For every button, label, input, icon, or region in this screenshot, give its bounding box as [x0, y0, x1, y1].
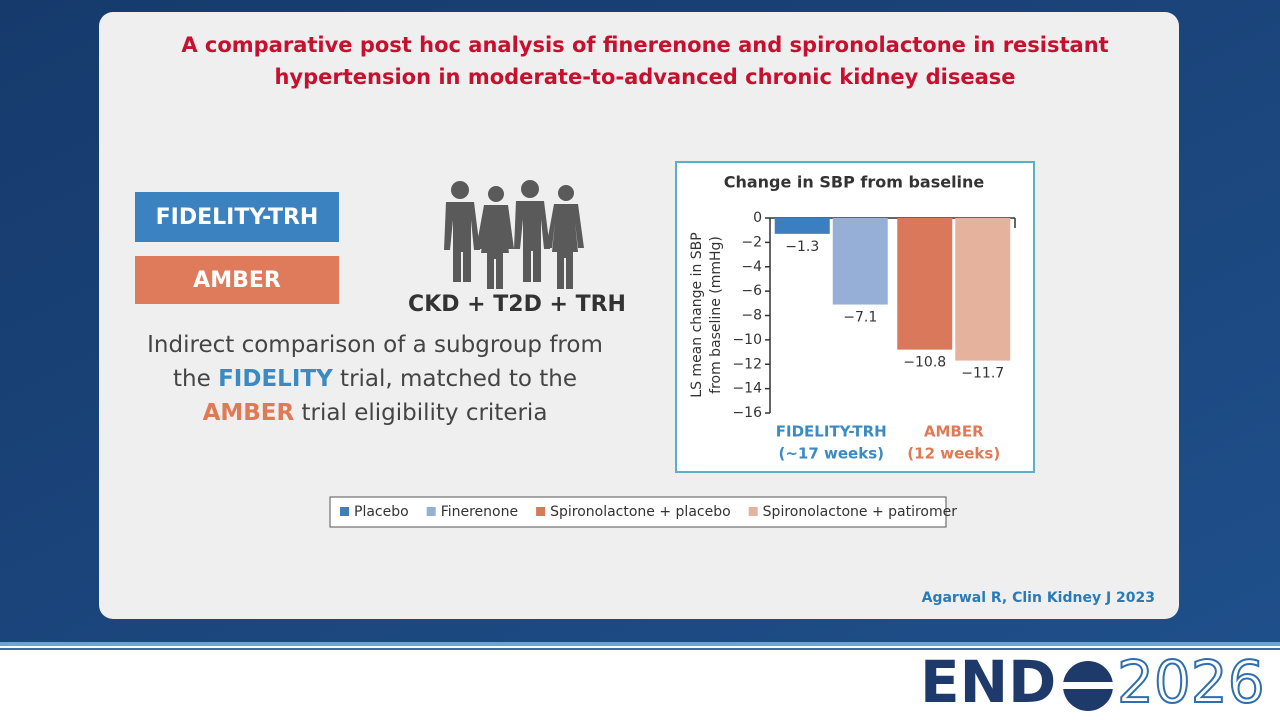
logo-text: END: [920, 648, 1056, 716]
description: Indirect comparison of a subgroup from t…: [130, 328, 620, 430]
x-tick-label: (~17 weeks): [779, 445, 884, 463]
x-tick-label: (12 weeks): [907, 445, 1000, 463]
citation: Agarwal R, Clin Kidney J 2023: [922, 590, 1155, 606]
x-tick-label: FIDELITY-TRH: [776, 423, 887, 441]
bar: [955, 218, 1011, 361]
logo-mark: [1063, 661, 1113, 711]
legend-label: Spironolactone + patiromer: [763, 504, 958, 520]
population-label: CKD + T2D + TRH: [408, 292, 626, 317]
description-highlight: AMBER: [202, 400, 295, 426]
data-label: −10.8: [903, 355, 946, 371]
badge: [135, 256, 339, 304]
slide-title: A comparative post hoc analysis of finer…: [181, 33, 1108, 57]
description-text: trial eligibility criteria: [294, 400, 548, 426]
bar: [774, 218, 830, 234]
data-label: −7.1: [843, 310, 877, 326]
y-tick-label: −8: [741, 308, 762, 324]
description-text: Indirect comparison of a subgroup from t…: [147, 332, 603, 392]
description-text: trial, matched to the: [332, 366, 577, 392]
badge-label: FIDELITY-TRH: [156, 205, 319, 230]
y-axis-label: from baseline (mmHg): [708, 236, 724, 394]
legend-label: Placebo: [354, 504, 409, 520]
legend-swatch: [340, 507, 349, 516]
y-axis-label: LS mean change in SBP: [689, 232, 705, 397]
y-tick-label: −4: [741, 259, 762, 275]
rule: [0, 648, 1280, 650]
slide-title: hypertension in moderate-to-advanced chr…: [274, 65, 1015, 89]
y-tick-label: −6: [741, 283, 762, 299]
x-tick-label: AMBER: [924, 423, 984, 441]
description-highlight: FIDELITY: [218, 366, 333, 392]
y-tick-label: 0: [753, 210, 762, 226]
y-tick-label: −12: [732, 356, 762, 372]
data-label: −11.7: [961, 366, 1004, 382]
y-tick-label: −10: [732, 332, 762, 348]
badge: [135, 192, 339, 242]
logo-text: 2026: [1117, 648, 1265, 716]
bar: [897, 218, 953, 350]
y-tick-label: −2: [741, 234, 762, 250]
people-icon: [444, 180, 584, 289]
legend-swatch: [536, 507, 546, 516]
chart-title: Change in SBP from baseline: [724, 173, 985, 192]
bar: [832, 218, 888, 305]
y-tick-label: −16: [732, 405, 762, 421]
data-label: −1.3: [785, 239, 819, 255]
legend-label: Spironolactone + placebo: [550, 504, 731, 520]
badge-label: AMBER: [193, 268, 281, 293]
y-tick-label: −14: [732, 381, 762, 397]
legend-label: Finerenone: [441, 504, 518, 520]
legend-swatch: [748, 507, 758, 516]
rule: [0, 642, 1280, 646]
legend-swatch: [426, 507, 436, 516]
